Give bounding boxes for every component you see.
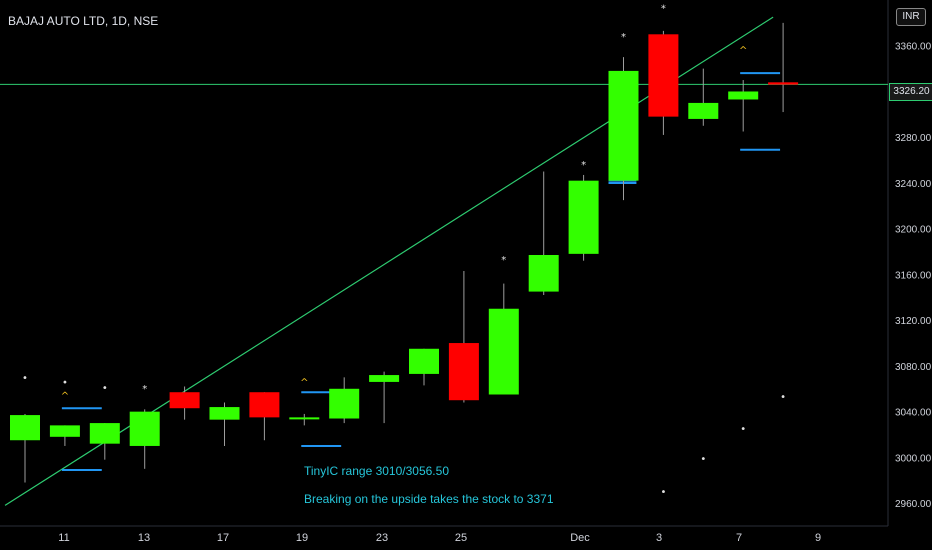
currency-badge[interactable]: INR bbox=[896, 8, 926, 26]
signal-marker: ^ bbox=[61, 391, 69, 402]
candle-body bbox=[369, 375, 400, 382]
candle-body bbox=[728, 91, 759, 100]
x-tick-label: 23 bbox=[376, 532, 388, 544]
candle-body bbox=[409, 348, 439, 374]
candle-body bbox=[249, 392, 280, 418]
x-tick-label: Dec bbox=[570, 532, 590, 544]
signal-marker: * bbox=[581, 160, 586, 171]
candle-body bbox=[89, 423, 120, 444]
x-tick-label: 3 bbox=[656, 532, 662, 544]
signal-marker: * bbox=[142, 384, 147, 395]
last-price-label: 3326.20 bbox=[889, 83, 932, 101]
candle-body bbox=[329, 388, 360, 419]
signal-marker: * bbox=[661, 3, 666, 14]
signal-marker: ^ bbox=[739, 46, 747, 57]
x-tick-label: 17 bbox=[217, 532, 229, 544]
y-tick-label: 3360.00 bbox=[895, 42, 932, 53]
candle-body bbox=[129, 411, 160, 446]
signal-marker: ^ bbox=[779, 0, 787, 6]
y-tick-label: 2960.00 bbox=[895, 499, 932, 510]
signal-marker: • bbox=[102, 383, 108, 394]
x-tick-label: 13 bbox=[138, 532, 150, 544]
candle-body bbox=[768, 82, 799, 85]
y-tick-label: 3200.00 bbox=[895, 225, 932, 236]
candle-body bbox=[688, 102, 719, 119]
candle-body bbox=[528, 254, 559, 292]
candle-body bbox=[169, 392, 200, 409]
y-tick-label: 3000.00 bbox=[895, 453, 932, 464]
y-tick-label: 3120.00 bbox=[895, 316, 932, 327]
y-tick-label: 3040.00 bbox=[895, 408, 932, 419]
signal-marker: * bbox=[621, 32, 626, 43]
x-tick-label: 9 bbox=[815, 532, 821, 544]
y-tick-label: 3280.00 bbox=[895, 133, 932, 144]
signal-marker: • bbox=[700, 454, 706, 465]
candle-body bbox=[488, 308, 519, 395]
x-tick-label: 11 bbox=[58, 532, 69, 544]
signal-marker: ^ bbox=[300, 377, 308, 388]
y-tick-label: 3160.00 bbox=[895, 270, 932, 281]
signal-marker: * bbox=[501, 255, 506, 266]
x-tick-label: 19 bbox=[296, 532, 308, 544]
candle-body bbox=[648, 34, 679, 117]
annotation-breakout: Breaking on the upside takes the stock t… bbox=[304, 492, 554, 506]
signal-marker: • bbox=[62, 377, 68, 388]
candle-body bbox=[448, 343, 479, 401]
annotation-range: TinyIC range 3010/3056.50 bbox=[304, 464, 449, 478]
signal-marker: • bbox=[660, 487, 666, 498]
candle-body bbox=[289, 417, 320, 420]
signal-marker: • bbox=[740, 424, 746, 435]
candle-body bbox=[209, 407, 240, 420]
signal-marker: • bbox=[22, 373, 28, 384]
candle-body bbox=[49, 425, 80, 437]
signal-marker: • bbox=[780, 392, 786, 403]
candle-body bbox=[568, 180, 599, 254]
y-tick-label: 3240.00 bbox=[895, 179, 932, 190]
x-tick-label: 25 bbox=[455, 532, 467, 544]
candle-body bbox=[10, 415, 40, 441]
chart-title: BAJAJ AUTO LTD, 1D, NSE bbox=[8, 14, 159, 28]
candle-body bbox=[608, 70, 639, 181]
y-tick-label: 3080.00 bbox=[895, 362, 932, 373]
x-tick-label: 7 bbox=[736, 532, 742, 544]
